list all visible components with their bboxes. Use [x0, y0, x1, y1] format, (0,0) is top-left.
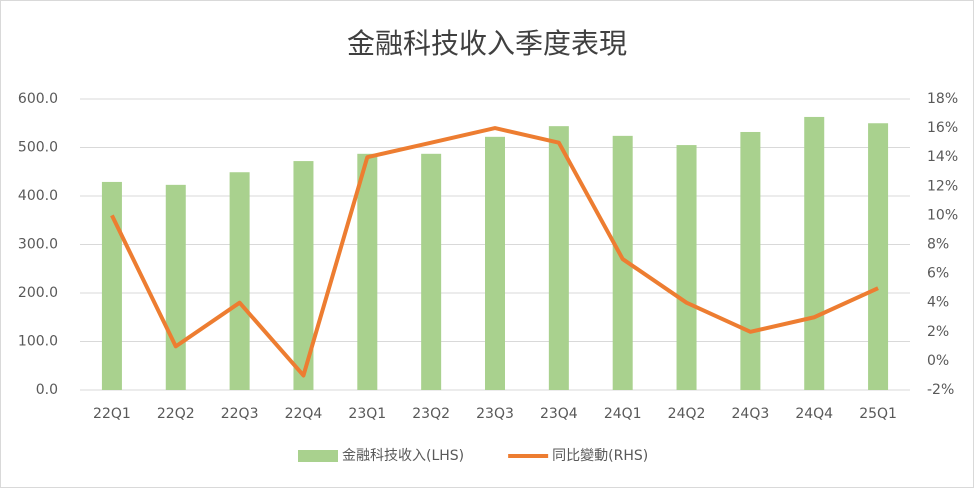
bar [421, 153, 442, 390]
bar [101, 181, 122, 390]
bar [804, 116, 825, 390]
x-tick-label: 24Q1 [604, 406, 642, 422]
y2-tick-label: 4% [927, 295, 949, 311]
y-tick-label: 400.0 [18, 188, 58, 204]
x-tick-label: 24Q3 [732, 406, 770, 422]
x-tick-label: 23Q3 [476, 406, 514, 422]
x-tick-label: 23Q1 [348, 406, 386, 422]
y-tick-label: 300.0 [18, 237, 58, 253]
bar [868, 123, 889, 390]
bar [165, 184, 186, 390]
bar [548, 126, 569, 390]
line [110, 126, 879, 378]
y2-tick-label: 10% [927, 207, 958, 223]
x-tick-label: 22Q2 [157, 406, 195, 422]
bar [357, 153, 378, 390]
bar [293, 161, 314, 390]
bar [485, 136, 505, 390]
x-tick-label: 22Q3 [221, 406, 259, 422]
y2-tick-label: -2% [927, 382, 954, 398]
y2-tick-label: 0% [927, 353, 949, 369]
y-tick-label: 600.0 [18, 91, 58, 107]
y2-tick-label: 6% [927, 266, 949, 282]
x-tick-label: 24Q2 [668, 406, 706, 422]
bar [676, 145, 697, 390]
bar [229, 172, 250, 390]
y2-tick-label: 18% [927, 91, 958, 107]
x-tick-label: 22Q4 [285, 406, 323, 422]
chart-title: 金融科技收入季度表現 [347, 27, 627, 60]
y-tick-label: 0.0 [36, 382, 58, 398]
x-tick-label: 25Q1 [859, 406, 897, 422]
legend-label: 同比變動(RHS) [552, 448, 648, 464]
y-tick-label: 100.0 [18, 334, 58, 350]
y2-tick-label: 8% [927, 237, 949, 253]
x-tick-label: 23Q4 [540, 406, 578, 422]
y2-tick-label: 2% [927, 324, 949, 340]
legend-label: 金融科技收入(LHS) [342, 448, 464, 464]
bar [740, 131, 761, 391]
x-tick-label: 24Q4 [795, 406, 833, 422]
bar [612, 135, 633, 390]
x-tick-label: 22Q1 [93, 406, 131, 422]
y2-tick-label: 14% [927, 149, 958, 165]
legend-swatch [298, 450, 338, 462]
y-tick-label: 200.0 [18, 285, 58, 301]
y2-tick-label: 16% [927, 120, 958, 136]
y2-tick-label: 12% [927, 178, 958, 194]
x-tick-label: 23Q2 [412, 406, 450, 422]
y-tick-label: 500.0 [18, 140, 58, 156]
